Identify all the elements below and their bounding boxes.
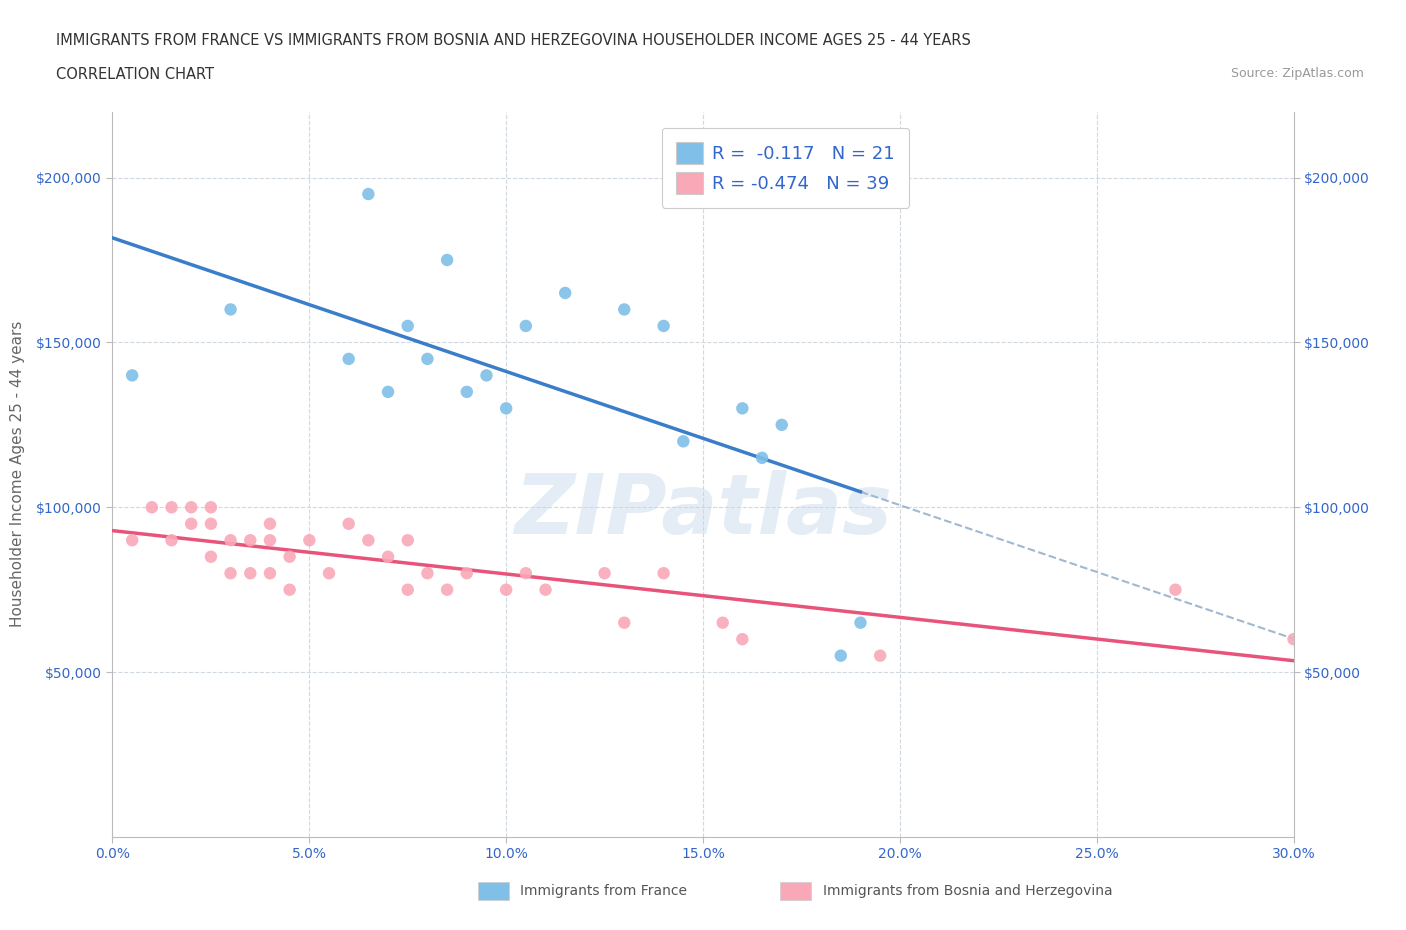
Point — [475, 368, 498, 383]
Point — [180, 499, 202, 514]
Point — [219, 533, 242, 548]
Point — [121, 368, 143, 383]
Text: IMMIGRANTS FROM FRANCE VS IMMIGRANTS FROM BOSNIA AND HERZEGOVINA HOUSEHOLDER INC: IMMIGRANTS FROM FRANCE VS IMMIGRANTS FRO… — [56, 33, 972, 47]
Point — [613, 616, 636, 631]
Point — [318, 565, 340, 580]
Point — [141, 499, 163, 514]
Point — [515, 318, 537, 333]
Point — [377, 384, 399, 399]
Point — [869, 648, 891, 663]
Point — [849, 616, 872, 631]
Point — [652, 565, 675, 580]
Text: ZIPatlas: ZIPatlas — [515, 470, 891, 551]
Point — [731, 401, 754, 416]
Text: Immigrants from France: Immigrants from France — [520, 884, 688, 898]
Point — [830, 648, 852, 663]
Point — [416, 352, 439, 366]
Point — [751, 450, 773, 465]
Point — [259, 533, 281, 548]
Point — [770, 418, 793, 432]
Point — [239, 533, 262, 548]
Point — [337, 516, 360, 531]
Point — [436, 253, 458, 268]
Point — [337, 352, 360, 366]
Point — [357, 533, 380, 548]
Point — [416, 565, 439, 580]
Text: Source: ZipAtlas.com: Source: ZipAtlas.com — [1230, 67, 1364, 80]
Point — [456, 384, 478, 399]
Point — [396, 318, 419, 333]
Point — [456, 565, 478, 580]
Point — [377, 550, 399, 565]
Point — [259, 565, 281, 580]
Point — [495, 582, 517, 597]
Point — [219, 565, 242, 580]
Point — [278, 550, 301, 565]
Point — [534, 582, 557, 597]
Point — [652, 318, 675, 333]
Point — [160, 499, 183, 514]
Point — [731, 631, 754, 646]
Legend: R =  -0.117   N = 21, R = -0.474   N = 39: R = -0.117 N = 21, R = -0.474 N = 39 — [662, 128, 910, 208]
Point — [515, 565, 537, 580]
Point — [298, 533, 321, 548]
Point — [593, 565, 616, 580]
Point — [259, 516, 281, 531]
Point — [711, 616, 734, 631]
Point — [180, 516, 202, 531]
Point — [239, 565, 262, 580]
Point — [1164, 582, 1187, 597]
Point — [495, 401, 517, 416]
Point — [436, 582, 458, 597]
Point — [554, 286, 576, 300]
Text: Immigrants from Bosnia and Herzegovina: Immigrants from Bosnia and Herzegovina — [823, 884, 1112, 898]
Point — [278, 582, 301, 597]
Point — [200, 550, 222, 565]
Point — [1282, 631, 1305, 646]
Point — [200, 499, 222, 514]
Point — [219, 302, 242, 317]
Text: CORRELATION CHART: CORRELATION CHART — [56, 67, 214, 82]
Point — [396, 533, 419, 548]
Point — [396, 582, 419, 597]
Point — [160, 533, 183, 548]
Point — [357, 187, 380, 202]
Point — [121, 533, 143, 548]
Y-axis label: Householder Income Ages 25 - 44 years: Householder Income Ages 25 - 44 years — [10, 321, 25, 628]
Point — [613, 302, 636, 317]
Point — [672, 434, 695, 449]
Point — [200, 516, 222, 531]
